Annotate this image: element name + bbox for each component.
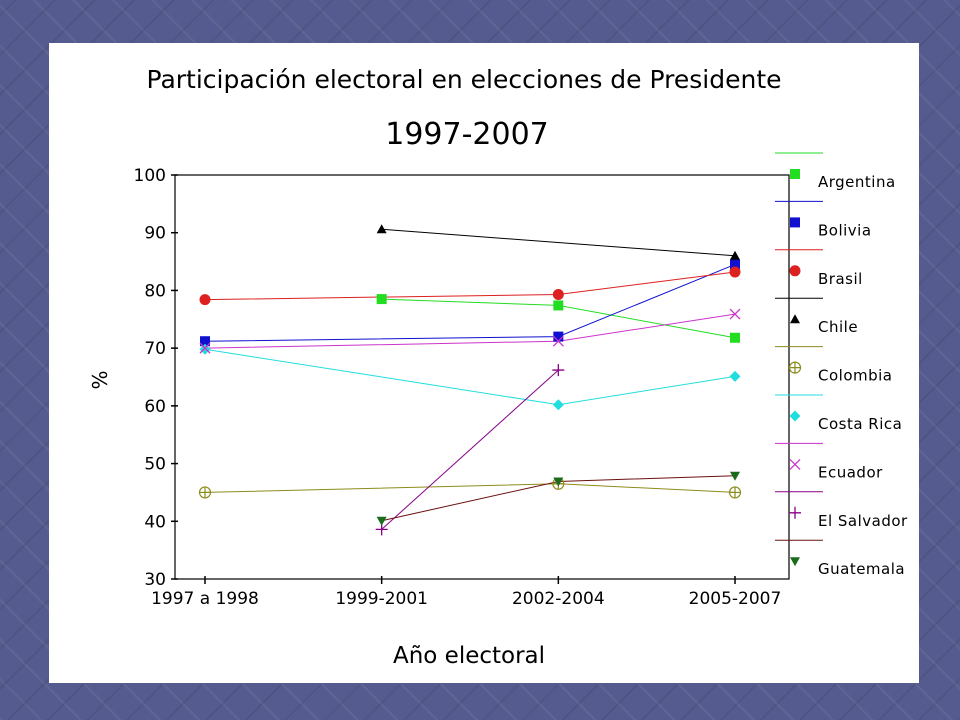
data-point-guatemala bbox=[730, 471, 740, 481]
plot-frame bbox=[174, 174, 790, 580]
legend-marker-bolivia bbox=[790, 217, 800, 228]
data-point-costa-rica bbox=[729, 370, 741, 382]
legend-marker-argentina bbox=[790, 169, 800, 179]
series-lines bbox=[204, 228, 736, 530]
y-tick-label: 70 bbox=[144, 339, 166, 359]
data-point-el-salvador bbox=[552, 364, 565, 377]
data-point-bolivia bbox=[200, 336, 210, 347]
x-axis-label: Año electoral bbox=[393, 643, 545, 669]
series-line-el-salvador bbox=[381, 369, 559, 530]
line-chart: Participación electoral en elecciones de… bbox=[88, 65, 908, 669]
data-point-brasil bbox=[199, 294, 211, 306]
y-tick-label: 100 bbox=[134, 166, 166, 186]
series-line-chile bbox=[381, 228, 736, 257]
data-point-argentina bbox=[376, 294, 387, 305]
data-point-chile bbox=[376, 224, 387, 234]
slide-panel: Participación electoral en elecciones de… bbox=[49, 43, 919, 683]
legend-label-colombia: Colombia bbox=[818, 367, 893, 385]
data-point-bolivia bbox=[730, 259, 740, 270]
y-tick-label: 30 bbox=[144, 570, 166, 590]
y-tick-label: 40 bbox=[144, 512, 166, 532]
series-line-bolivia bbox=[204, 263, 736, 342]
y-tick-label: 50 bbox=[144, 455, 166, 475]
data-point-ecuador bbox=[552, 335, 564, 347]
legend-label-brasil: Brasil bbox=[818, 270, 863, 288]
x-tick-label: 2002-2004 bbox=[512, 589, 605, 609]
chart-subtitle: 1997-2007 bbox=[385, 117, 549, 152]
data-point-costa-rica bbox=[199, 343, 211, 355]
data-point-argentina bbox=[553, 300, 564, 311]
series-line-costa-rica bbox=[204, 348, 736, 406]
data-point-guatemala bbox=[553, 477, 564, 487]
data-point-ecuador bbox=[729, 308, 741, 320]
data-point-bolivia bbox=[553, 331, 564, 342]
legend-marker-el-salvador bbox=[789, 506, 801, 519]
data-point-colombia bbox=[728, 486, 742, 499]
legend-label-guatemala: Guatemala bbox=[818, 560, 905, 578]
legend-marker-colombia bbox=[788, 361, 802, 374]
series-line-colombia bbox=[204, 483, 736, 493]
x-tick-label: 2005-2007 bbox=[689, 589, 782, 609]
x-tick-label: 1999-2001 bbox=[335, 589, 428, 609]
data-point-costa-rica bbox=[552, 399, 564, 411]
legend-label-costa-rica: Costa Rica bbox=[818, 415, 902, 433]
series-markers bbox=[198, 224, 742, 536]
legend-label-ecuador: Ecuador bbox=[818, 463, 883, 481]
legend-label-chile: Chile bbox=[818, 318, 858, 336]
y-tick-label: 60 bbox=[144, 397, 166, 417]
legend-marker-chile bbox=[790, 314, 800, 324]
data-point-colombia bbox=[198, 486, 212, 499]
legend-marker-brasil bbox=[789, 265, 801, 277]
data-point-argentina bbox=[730, 332, 740, 343]
data-point-brasil bbox=[729, 266, 741, 278]
data-point-brasil bbox=[552, 288, 564, 300]
chart-axes: 30 40 50 60 70 80 90 100 1997 a 1998 1999-2001 200… bbox=[134, 166, 790, 609]
chart-title: Participación electoral en elecciones de… bbox=[147, 65, 782, 94]
legend-label-bolivia: Bolivia bbox=[818, 221, 872, 239]
series-line-ecuador bbox=[204, 313, 736, 349]
data-point-ecuador bbox=[199, 342, 211, 354]
x-tick-label: 1997 a 1998 bbox=[151, 589, 259, 609]
legend-marker-ecuador bbox=[789, 458, 801, 470]
data-point-guatemala bbox=[376, 516, 387, 526]
legend-marker-costa-rica bbox=[789, 410, 801, 422]
legend-label-el-salvador: El Salvador bbox=[818, 512, 908, 530]
legend-label-argentina: Argentina bbox=[818, 173, 896, 191]
y-axis-label: % bbox=[88, 370, 112, 389]
series-line-brasil bbox=[204, 271, 736, 301]
y-tick-label: 80 bbox=[144, 281, 166, 301]
chart-legend: Argentina Bolivia Brasil Chile Colombia Costa… bbox=[775, 152, 908, 578]
y-tick-label: 90 bbox=[144, 224, 166, 244]
data-point-chile bbox=[730, 250, 740, 260]
legend-marker-guatemala bbox=[790, 557, 800, 567]
